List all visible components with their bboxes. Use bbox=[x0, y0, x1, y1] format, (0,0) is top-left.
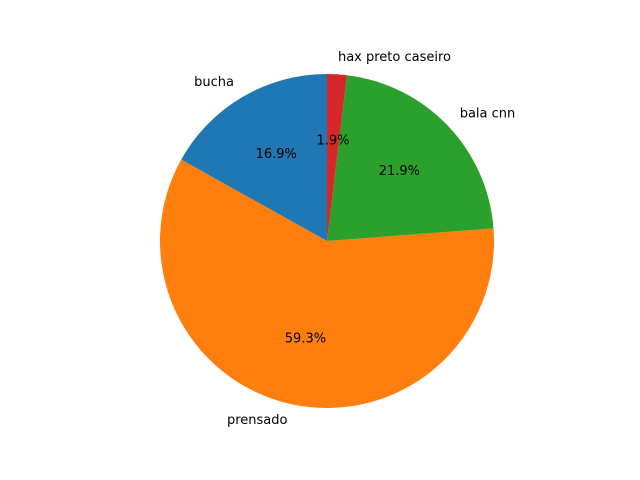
pie-slice-hax-preto-caseiro bbox=[327, 74, 347, 241]
slice-label: hax preto caseiro bbox=[338, 50, 451, 65]
slice-percent-label: 1.9% bbox=[316, 133, 349, 148]
slice-label: bala cnn bbox=[460, 106, 516, 121]
slice-percent-label: 16.9% bbox=[256, 147, 297, 162]
pie-slice-prensado bbox=[160, 159, 494, 408]
slice-label: prensado bbox=[227, 413, 288, 428]
pie-slice-bala-cnn bbox=[327, 75, 494, 242]
slice-percent-label: 59.3% bbox=[285, 331, 326, 346]
pie-slice-bucha bbox=[181, 74, 327, 241]
slice-percent-label: 21.9% bbox=[379, 164, 420, 179]
slice-label: bucha bbox=[194, 75, 234, 90]
